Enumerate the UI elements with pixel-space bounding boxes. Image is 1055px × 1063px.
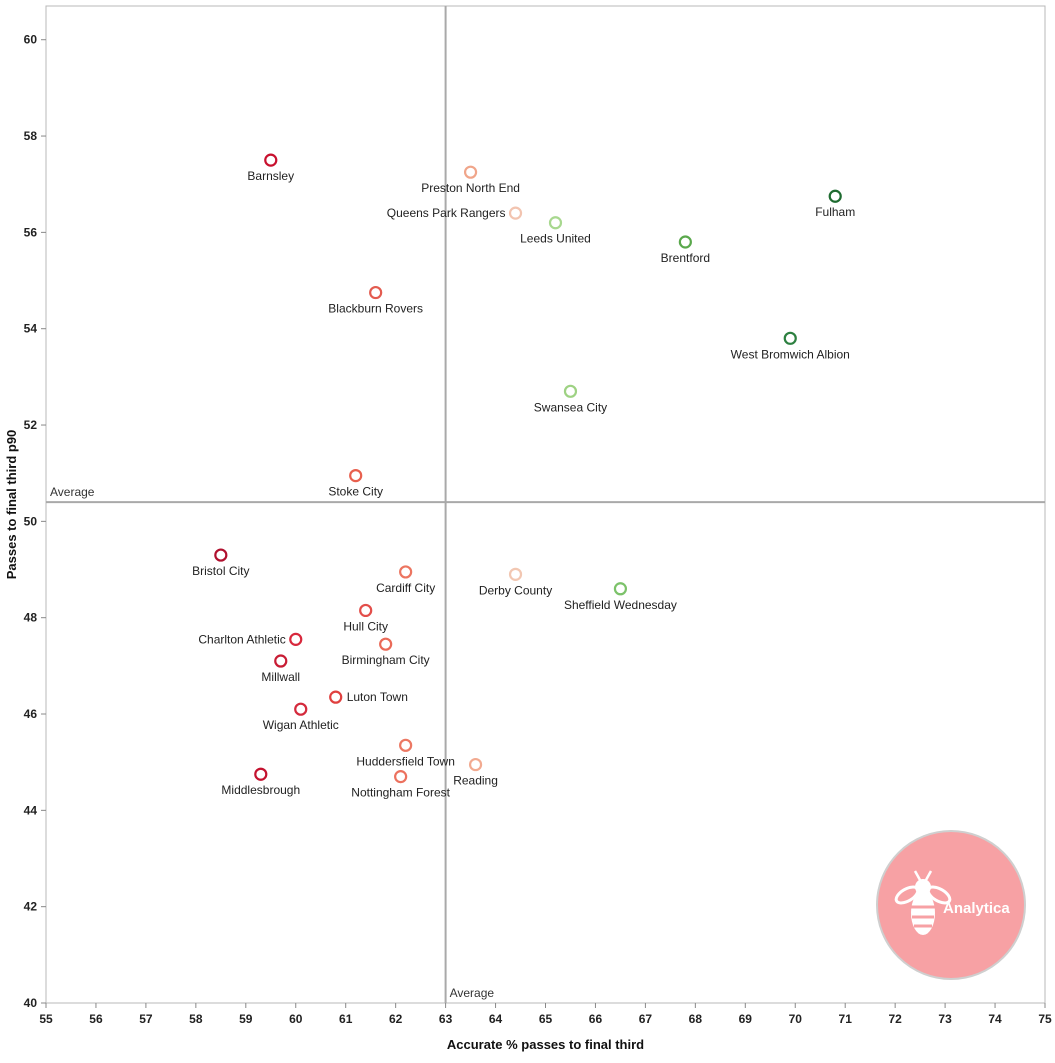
data-point bbox=[399, 738, 413, 752]
data-point bbox=[468, 757, 483, 772]
data-point bbox=[289, 632, 303, 646]
x-tick-label: 57 bbox=[139, 1012, 153, 1026]
x-tick-label: 74 bbox=[988, 1012, 1002, 1026]
point-label: Millwall bbox=[261, 670, 300, 684]
x-tick-label: 64 bbox=[489, 1012, 503, 1026]
x-tick-label: 73 bbox=[938, 1012, 952, 1026]
point-label: West Bromwich Albion bbox=[731, 347, 850, 361]
data-point bbox=[329, 690, 343, 704]
data-point bbox=[828, 189, 842, 203]
x-tick-label: 72 bbox=[888, 1012, 902, 1026]
data-point bbox=[369, 285, 383, 300]
x-tick-label: 75 bbox=[1038, 1012, 1052, 1026]
bee-icon bbox=[894, 870, 952, 935]
data-point bbox=[399, 565, 413, 579]
data-points: Barnsley Preston North End Queens Park Ran… bbox=[192, 153, 855, 800]
logo-badge bbox=[876, 830, 1026, 980]
x-tick-label: 56 bbox=[89, 1012, 103, 1026]
point-label: Brentford bbox=[661, 251, 710, 265]
x-tick-label: 68 bbox=[689, 1012, 703, 1026]
x-axis-title: Accurate % passes to final third bbox=[447, 1037, 644, 1052]
point-label: Charlton Athletic bbox=[198, 632, 285, 646]
x-tick-label: 58 bbox=[189, 1012, 203, 1026]
point-label: Birmingham City bbox=[342, 653, 430, 667]
data-point bbox=[214, 548, 228, 562]
point-label: Hull City bbox=[343, 619, 388, 633]
data-point bbox=[463, 165, 478, 179]
data-point bbox=[379, 637, 393, 651]
point-label: Leeds United bbox=[520, 232, 591, 246]
x-axis-ticks: 55 56 57 58 59 60 61 62 63 64 65 66 67 68 69 70 71 72 73 74… bbox=[39, 1003, 1052, 1026]
x-tick-label: 60 bbox=[289, 1012, 303, 1026]
x-tick-label: 61 bbox=[339, 1012, 353, 1026]
y-tick-label: 58 bbox=[24, 129, 38, 143]
data-point bbox=[359, 603, 373, 618]
x-tick-label: 66 bbox=[589, 1012, 603, 1026]
x-tick-label: 62 bbox=[389, 1012, 403, 1026]
y-tick-label: 42 bbox=[24, 900, 38, 914]
point-label: Preston North End bbox=[421, 181, 520, 195]
point-label: Derby County bbox=[479, 583, 552, 597]
point-label: Wigan Athletic bbox=[263, 718, 339, 732]
y-tick-label: 52 bbox=[24, 418, 38, 432]
y-axis-ticks: 40 42 44 46 48 50 52 54 56 58 60 bbox=[24, 33, 46, 1010]
point-label: Blackburn Rovers bbox=[328, 302, 423, 316]
y-tick-label: 54 bbox=[24, 322, 38, 336]
data-point bbox=[274, 654, 288, 668]
y-tick-label: 48 bbox=[24, 611, 38, 625]
data-point bbox=[349, 469, 363, 483]
point-label: Nottingham Forest bbox=[351, 786, 450, 800]
data-point bbox=[508, 206, 523, 220]
point-label: Queens Park Rangers bbox=[387, 206, 506, 220]
point-label: Swansea City bbox=[534, 400, 607, 414]
x-tick-label: 71 bbox=[839, 1012, 853, 1026]
point-label: Fulham bbox=[815, 205, 855, 219]
plot-area bbox=[45, 5, 1046, 1004]
data-point bbox=[508, 567, 523, 581]
x-tick-label: 69 bbox=[739, 1012, 753, 1026]
y-tick-label: 60 bbox=[24, 33, 38, 47]
data-point bbox=[783, 331, 797, 345]
data-point bbox=[254, 767, 268, 781]
y-tick-label: 56 bbox=[24, 225, 38, 239]
x-tick-label: 67 bbox=[639, 1012, 653, 1026]
y-tick-label: 50 bbox=[24, 514, 38, 528]
point-label: Luton Town bbox=[347, 690, 408, 704]
data-point bbox=[563, 384, 578, 398]
point-label: Huddersfield Town bbox=[356, 754, 455, 768]
y-tick-label: 44 bbox=[24, 803, 38, 817]
x-tick-label: 70 bbox=[789, 1012, 803, 1026]
x-average-label: Average bbox=[450, 986, 495, 1000]
point-label: Sheffield Wednesday bbox=[564, 598, 677, 612]
data-point bbox=[678, 235, 692, 249]
point-label: Cardiff City bbox=[376, 581, 435, 595]
point-label: Stoke City bbox=[328, 485, 383, 499]
point-label: Middlesbrough bbox=[221, 783, 300, 797]
x-tick-label: 59 bbox=[239, 1012, 253, 1026]
data-point bbox=[548, 216, 563, 230]
point-label: Reading bbox=[453, 774, 498, 788]
logo-text: Analytica bbox=[943, 900, 1010, 917]
y-axis-title: Passes to final third p90 bbox=[4, 430, 19, 580]
x-tick-label: 63 bbox=[439, 1012, 453, 1026]
point-label: Bristol City bbox=[192, 564, 249, 578]
y-tick-label: 40 bbox=[24, 996, 38, 1010]
analytica-logo: Analytica bbox=[876, 830, 1026, 980]
point-label: Barnsley bbox=[247, 169, 294, 183]
data-point bbox=[613, 582, 628, 596]
average-lines: Average Average bbox=[46, 6, 1045, 1003]
x-tick-label: 65 bbox=[539, 1012, 553, 1026]
y-average-label: Average bbox=[50, 485, 95, 499]
data-point bbox=[394, 770, 408, 784]
x-tick-label: 55 bbox=[39, 1012, 53, 1026]
data-point bbox=[294, 702, 308, 716]
y-tick-label: 46 bbox=[24, 707, 38, 721]
data-point bbox=[264, 153, 278, 167]
